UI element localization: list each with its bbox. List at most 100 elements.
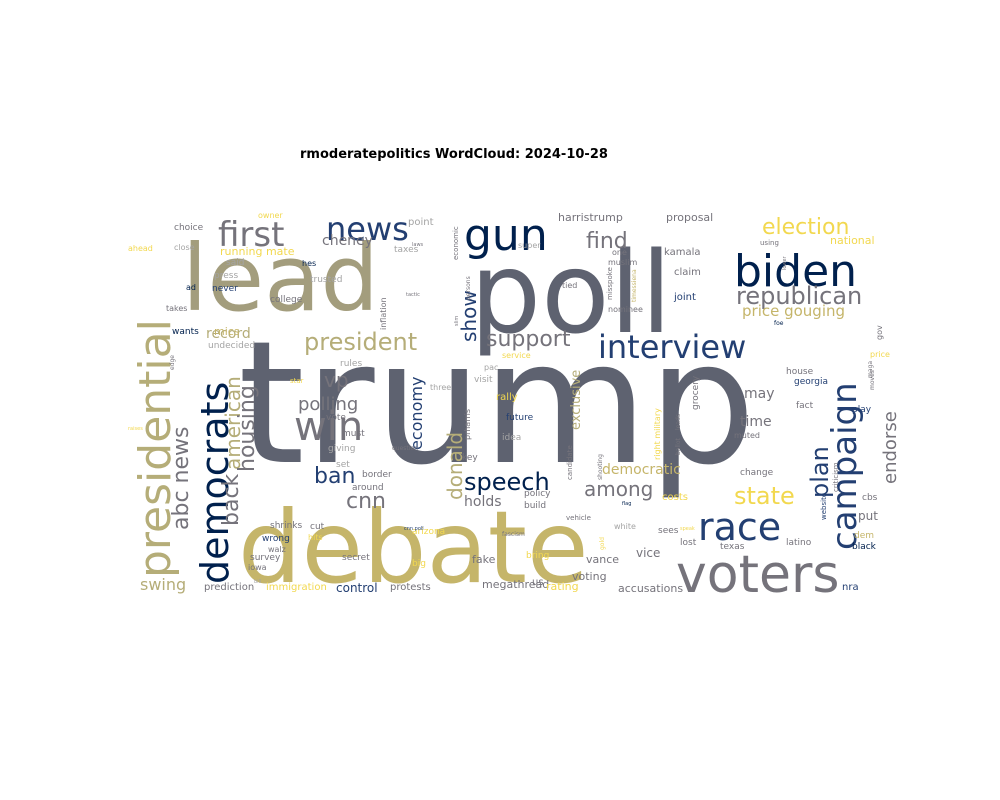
word-star: star <box>290 377 304 385</box>
word-inflation: inflation <box>379 297 388 330</box>
word-back: back <box>219 473 244 526</box>
word-arizona: arizona <box>412 527 445 537</box>
word-trump: trump <box>238 305 756 503</box>
word-raises: raises <box>128 426 143 432</box>
word-proposal: proposal <box>666 211 713 224</box>
word-one: one <box>612 248 627 257</box>
word-cheney: cheney <box>322 233 373 249</box>
word-vehicle: vehicle <box>566 514 591 522</box>
word-biden: biden <box>734 246 857 297</box>
word-idea: idea <box>502 433 521 443</box>
word-republican: republican <box>736 282 862 310</box>
word-change: change <box>740 468 774 478</box>
word-nra: nra <box>842 582 859 593</box>
word-election: election <box>762 215 849 240</box>
word-fake: fake <box>472 553 496 566</box>
word-flag: flag <box>622 501 631 507</box>
word-secret: secret <box>342 553 370 563</box>
word-speech: speech <box>464 468 550 496</box>
word-around: around <box>352 483 384 493</box>
word-right-military: right military <box>653 408 662 460</box>
word-harristrump: harristrump <box>558 211 623 224</box>
word-shrinks: shrinks <box>270 521 303 531</box>
word-costs: costs <box>662 492 688 503</box>
word-prharris: prharris <box>463 409 472 440</box>
word-put: put <box>858 509 878 523</box>
word-us: us <box>532 577 544 588</box>
word-among: among <box>584 477 653 501</box>
word-claim: claim <box>674 267 701 278</box>
word-voting: voting <box>572 570 607 583</box>
word-show: show <box>457 290 481 342</box>
word-pac: pac <box>484 363 498 372</box>
word-donald: donald <box>443 432 467 500</box>
word-maga: maga <box>867 361 874 378</box>
word-may: may <box>744 386 775 402</box>
word-president: president <box>304 328 417 356</box>
word-debate: debate <box>238 489 589 606</box>
word-ballot: ballot <box>675 438 682 455</box>
word-economic: economic <box>452 226 460 260</box>
word-hits: hits <box>308 533 323 542</box>
word-win: win <box>294 404 363 450</box>
word-shooting: shooting <box>597 454 604 480</box>
word-joint: joint <box>673 292 696 303</box>
word-kamala: kamala <box>664 247 701 258</box>
word-ban: ban <box>314 464 355 489</box>
word-lost: lost <box>680 538 697 548</box>
word-tactic: tactic <box>406 292 420 298</box>
word-gold: gold <box>599 537 606 550</box>
word-vance: vance <box>586 553 619 566</box>
word-immigration: immigration <box>266 582 327 593</box>
word-presidential: presidential <box>130 319 181 578</box>
word-criticism: criticism <box>832 462 840 492</box>
word-price: price <box>870 350 890 359</box>
word-edge: edge <box>169 355 176 370</box>
word-laws: laws <box>412 242 424 248</box>
word-close: close <box>174 243 195 252</box>
word-fact: fact <box>796 401 814 411</box>
word-tied: tied <box>562 281 577 290</box>
word-service: service <box>502 351 531 360</box>
word-walz: walz <box>268 545 286 554</box>
word-rules: rules <box>340 359 362 369</box>
word-leads: leads <box>675 414 682 430</box>
word-question: question <box>392 445 418 452</box>
word-taxes: taxes <box>394 245 419 255</box>
word-mics: mics <box>214 325 240 338</box>
word-vote: vote <box>326 413 346 423</box>
word-persons: persons <box>465 276 472 300</box>
word-prediction: prediction <box>204 582 254 593</box>
word-black: black <box>852 542 877 552</box>
word-interview: interview <box>598 328 746 366</box>
word-protests: protests <box>390 582 431 593</box>
word-housing: housing <box>235 385 260 472</box>
word-super: super <box>518 241 541 250</box>
word-sees: sees <box>658 526 679 536</box>
word-holds: holds <box>464 494 502 510</box>
word-race: race <box>698 505 781 549</box>
word-cnn-poll: cnn poll <box>404 526 424 532</box>
word-owner: owner <box>258 211 283 220</box>
word-big: big <box>412 559 426 569</box>
word-accusations: accusations <box>618 582 683 595</box>
word-swing: swing <box>140 575 186 594</box>
word-must: must <box>342 429 365 439</box>
word-democrats: democrats <box>193 382 237 584</box>
word-set: set <box>336 460 350 470</box>
word-cnn: cnn <box>346 489 386 514</box>
word-speak: speak <box>680 526 695 532</box>
word-state: state <box>734 482 795 510</box>
word-find: find <box>586 229 628 254</box>
word-muslim: muslim <box>608 258 637 267</box>
word-plan: plan <box>806 446 834 498</box>
word-democratic: democratic <box>602 462 681 478</box>
word-gov: gov <box>875 325 884 340</box>
word-timessiena: timessiena <box>631 269 638 302</box>
word-latino: latino <box>786 538 812 548</box>
word-rating: rating <box>546 580 579 593</box>
word-georgia: georgia <box>794 377 828 387</box>
word-muted: muted <box>734 431 760 440</box>
